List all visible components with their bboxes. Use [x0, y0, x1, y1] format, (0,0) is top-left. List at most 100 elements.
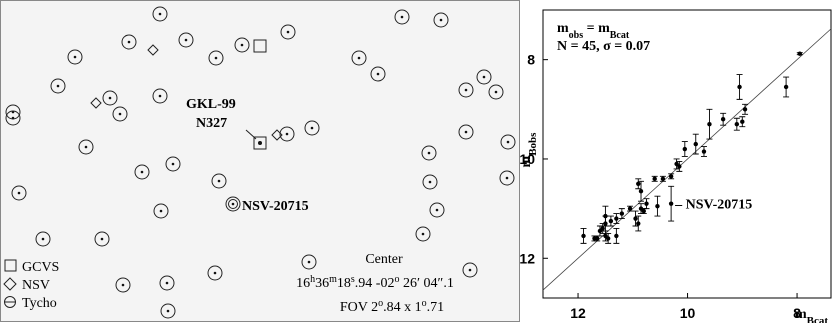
center-coords: 16h36m18s.94 -02o 26′ 04″.1 [296, 274, 454, 292]
star-dot [218, 180, 221, 183]
data-point [606, 236, 610, 240]
data-point [598, 229, 602, 233]
variable-label: N327 [196, 116, 227, 131]
star-dot [119, 113, 122, 116]
star-dot [469, 269, 472, 272]
star-dot [101, 238, 104, 241]
center-coords-part: 18 [337, 276, 351, 291]
data-point [636, 182, 640, 186]
x-tick-label: 12 [570, 305, 586, 321]
star-dot [128, 41, 131, 44]
star-dot [311, 127, 314, 130]
star-dot [172, 163, 175, 166]
data-point [721, 117, 725, 121]
star-field [1, 1, 520, 322]
star-dot [428, 152, 431, 155]
data-point [639, 189, 643, 193]
y-tick-label: 12 [519, 250, 535, 266]
star-dot [401, 16, 404, 19]
data-point [669, 174, 673, 178]
formula-part: m [557, 21, 569, 36]
star-dot [358, 57, 361, 60]
data-point [614, 234, 618, 238]
star-dot [506, 177, 509, 180]
data-point [644, 201, 648, 205]
star-dot [214, 272, 217, 275]
star-dot [215, 57, 218, 60]
data-point [581, 234, 585, 238]
star-dot [232, 203, 235, 206]
star-dot [258, 141, 262, 145]
center-title: Center [365, 252, 403, 267]
legend-label: GCVS [22, 260, 59, 275]
star-dot [85, 146, 88, 149]
star-dot [159, 13, 162, 16]
star-dot [429, 181, 432, 184]
data-point [609, 219, 613, 223]
data-point [735, 122, 739, 126]
y-axis-label: mBobs [519, 132, 539, 168]
variable-label: GKL-99 [186, 97, 236, 112]
star-dot [109, 97, 112, 100]
star-dot [436, 209, 439, 212]
stats: N = 45, σ = 0.07 [557, 39, 650, 54]
data-point [642, 209, 646, 213]
star-dot [422, 233, 425, 236]
star-dot [495, 91, 498, 94]
star-dot [465, 89, 468, 92]
center-coords-part: .94 -02 [355, 276, 395, 291]
star-dot [141, 171, 144, 174]
data-point [677, 164, 681, 168]
star-dot [166, 282, 169, 285]
data-point [702, 149, 706, 153]
y-axis-label-part: Bobs [527, 132, 539, 156]
data-point [614, 216, 618, 220]
data-point [636, 221, 640, 225]
data-point [683, 147, 687, 151]
fov-part: FOV 2 [340, 300, 378, 315]
data-point [628, 206, 632, 210]
center-coords-part: 36 [315, 276, 329, 291]
star-dot [465, 131, 468, 134]
data-point [798, 51, 802, 55]
star-dot [57, 85, 60, 88]
x-axis-label-part: Bcat [807, 315, 829, 323]
star-dot [440, 19, 443, 22]
data-point [669, 201, 673, 205]
data-point [740, 120, 744, 124]
star-dot [122, 284, 125, 287]
star-dot [507, 141, 510, 144]
star-dot [42, 238, 45, 241]
data-point [620, 211, 624, 215]
star-dot [167, 310, 170, 313]
center-coords-part: 26′ 04″.1 [399, 276, 453, 291]
star-dot [241, 44, 244, 47]
formula-part: = m [583, 21, 610, 36]
star-dot [12, 117, 15, 120]
star-dot [308, 261, 311, 264]
data-point [784, 85, 788, 89]
star-dot [159, 95, 162, 98]
legend-label: Tycho [22, 296, 57, 311]
legend-label: NSV [22, 278, 50, 293]
data-point [707, 122, 711, 126]
star-dot [483, 76, 486, 79]
data-point [652, 177, 656, 181]
star-dot [18, 192, 21, 195]
data-point [655, 204, 659, 208]
star-dot [185, 39, 188, 42]
data-point [743, 107, 747, 111]
y-tick-label: 8 [527, 52, 535, 68]
data-point [633, 216, 637, 220]
x-axis-label-part: m [795, 307, 807, 322]
variable-label: NSV-20715 [242, 199, 309, 214]
fov-part: .84 x 1 [383, 300, 422, 315]
star-dot [160, 210, 163, 213]
star-dot [74, 56, 77, 59]
y-axis-label-part: m [519, 155, 534, 167]
fov-part: .71 [427, 300, 445, 315]
fov: FOV 2o.84 x 1o.71 [340, 298, 444, 316]
star-dot [286, 133, 289, 136]
data-point [661, 177, 665, 181]
data-point [737, 85, 741, 89]
